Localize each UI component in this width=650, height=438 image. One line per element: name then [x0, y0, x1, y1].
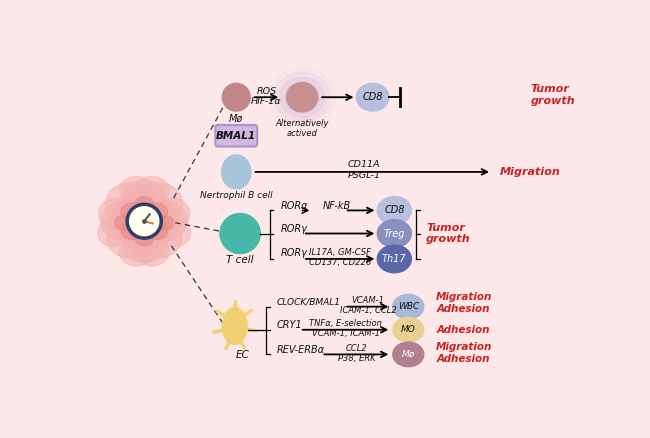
Text: Migration
Adhesion: Migration Adhesion	[436, 292, 493, 314]
Ellipse shape	[280, 77, 324, 117]
Ellipse shape	[99, 198, 136, 229]
Text: CD8: CD8	[363, 92, 383, 102]
Circle shape	[127, 204, 161, 238]
Ellipse shape	[133, 183, 183, 226]
Text: WBC: WBC	[398, 302, 419, 311]
Text: CD8: CD8	[384, 205, 404, 215]
Text: Alternatively
actived: Alternatively actived	[276, 119, 329, 138]
Text: RORα: RORα	[281, 201, 309, 211]
Ellipse shape	[356, 83, 389, 111]
Ellipse shape	[107, 218, 153, 258]
Text: BMAL1: BMAL1	[216, 131, 256, 141]
Text: TNFα, E-selection: TNFα, E-selection	[309, 319, 382, 328]
Ellipse shape	[121, 221, 142, 240]
Text: ICAM-1, CCL2: ICAM-1, CCL2	[339, 306, 396, 315]
Ellipse shape	[377, 245, 411, 273]
Ellipse shape	[120, 238, 153, 266]
Ellipse shape	[115, 216, 130, 230]
Ellipse shape	[222, 83, 250, 111]
Ellipse shape	[146, 203, 168, 221]
Ellipse shape	[101, 202, 144, 240]
Text: CRY1: CRY1	[276, 320, 302, 330]
Text: Tumor
growth: Tumor growth	[426, 223, 471, 244]
Text: CD11A: CD11A	[348, 160, 380, 170]
Text: RORγ: RORγ	[281, 224, 308, 234]
Text: Th17: Th17	[382, 254, 407, 264]
Ellipse shape	[135, 177, 169, 204]
Ellipse shape	[98, 219, 129, 247]
Ellipse shape	[135, 197, 153, 212]
Ellipse shape	[285, 82, 319, 113]
Ellipse shape	[287, 83, 318, 112]
Ellipse shape	[122, 226, 166, 263]
Text: RORγ: RORγ	[281, 248, 308, 258]
Text: Mø: Mø	[229, 114, 244, 124]
Ellipse shape	[144, 202, 188, 240]
Ellipse shape	[377, 197, 411, 224]
Text: HIF-1α: HIF-1α	[251, 97, 281, 106]
Text: Treg: Treg	[384, 229, 405, 239]
Text: PSGL-1: PSGL-1	[348, 171, 381, 180]
Ellipse shape	[274, 73, 330, 122]
Text: IL17A, GM-CSF: IL17A, GM-CSF	[309, 248, 371, 257]
FancyBboxPatch shape	[215, 125, 257, 146]
Text: Mø: Mø	[402, 350, 415, 359]
Ellipse shape	[112, 192, 177, 251]
Text: CD137, CD226: CD137, CD226	[309, 258, 371, 267]
Ellipse shape	[146, 221, 168, 240]
Ellipse shape	[127, 206, 161, 237]
Text: Nertrophil B cell: Nertrophil B cell	[200, 191, 272, 200]
Text: EC: EC	[235, 350, 250, 360]
Text: NF-kB: NF-kB	[323, 201, 351, 211]
Ellipse shape	[160, 219, 190, 247]
Ellipse shape	[393, 342, 424, 367]
Text: REV-ERBα: REV-ERBα	[276, 345, 325, 355]
Ellipse shape	[121, 203, 142, 221]
Ellipse shape	[222, 307, 247, 344]
Ellipse shape	[135, 230, 153, 246]
Text: VCAM-1, ICAM-1: VCAM-1, ICAM-1	[311, 329, 380, 338]
Ellipse shape	[158, 216, 174, 230]
Text: MO: MO	[401, 325, 416, 334]
Ellipse shape	[153, 198, 190, 229]
Text: Tumor
growth: Tumor growth	[531, 84, 575, 106]
Ellipse shape	[220, 213, 260, 254]
Ellipse shape	[393, 294, 424, 319]
Ellipse shape	[393, 318, 424, 342]
Ellipse shape	[105, 183, 155, 226]
Text: P38, ERK: P38, ERK	[337, 354, 375, 363]
Ellipse shape	[377, 219, 411, 247]
Text: Adhesion: Adhesion	[436, 325, 489, 335]
Text: Migration: Migration	[500, 167, 560, 177]
Text: VCAM-1: VCAM-1	[352, 296, 385, 305]
Ellipse shape	[135, 218, 181, 258]
Text: Migration
Adhesion: Migration Adhesion	[436, 342, 493, 364]
Ellipse shape	[269, 68, 335, 127]
Text: CCL2: CCL2	[346, 344, 367, 353]
Ellipse shape	[120, 177, 153, 204]
Ellipse shape	[222, 155, 251, 189]
Text: T cell: T cell	[226, 254, 254, 265]
Text: CLOCK/BMAL1: CLOCK/BMAL1	[276, 297, 341, 307]
Ellipse shape	[135, 238, 169, 266]
Ellipse shape	[122, 180, 166, 216]
Text: ROS: ROS	[256, 87, 276, 95]
